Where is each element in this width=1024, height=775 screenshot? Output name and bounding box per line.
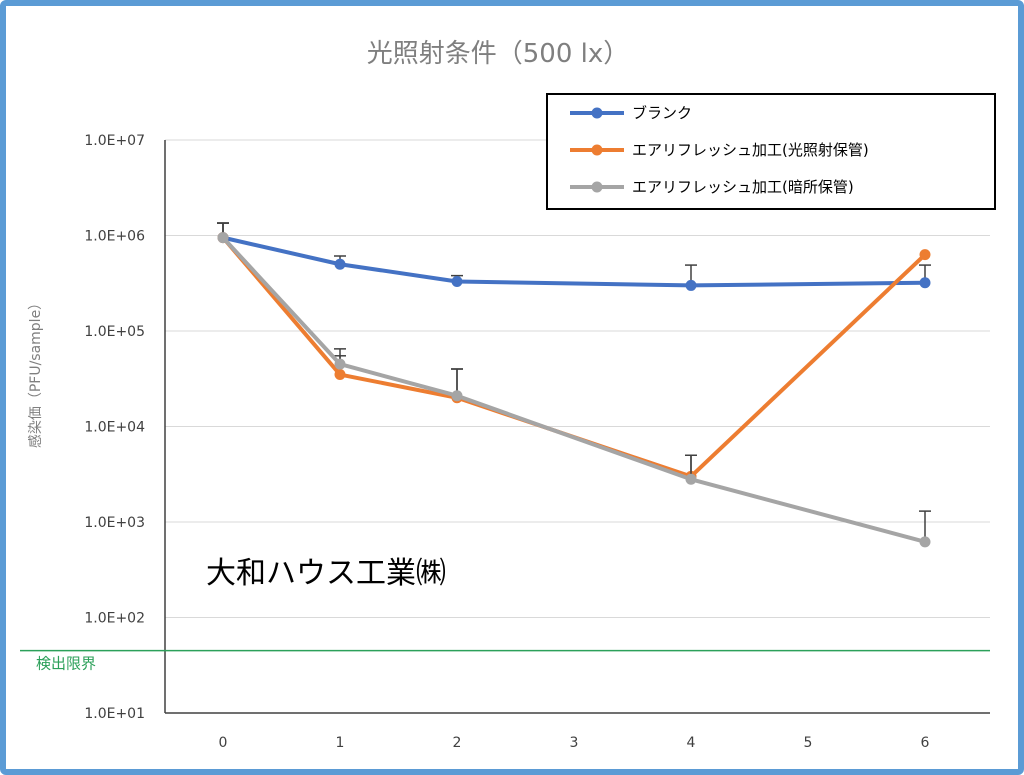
legend-entry-label: エアリフレッシュ加工(光照射保管) <box>632 141 869 159</box>
data-point <box>334 369 346 381</box>
gridlines <box>165 139 990 618</box>
data-point <box>451 275 463 287</box>
x-tick-label: 5 <box>804 735 813 751</box>
y-tick-label: 1.0E+05 <box>84 324 145 340</box>
y-tick-label: 1.0E+04 <box>84 420 145 436</box>
legend-entry-label: ブランク <box>632 104 692 122</box>
legend-swatch-marker <box>591 107 603 119</box>
x-tick-label: 4 <box>687 735 696 751</box>
series-line <box>221 236 927 479</box>
data-point <box>685 473 697 485</box>
detection-limit: 検出限界 <box>20 649 990 673</box>
x-tick-label: 1 <box>336 735 345 751</box>
y-axis-label: 感染価（PFU/sample） <box>27 296 44 448</box>
axes <box>164 140 990 714</box>
x-tick-labels: 0 1 2 3 4 5 6 <box>219 735 930 751</box>
data-point <box>334 358 346 370</box>
x-tick-label: 6 <box>921 735 930 751</box>
legend-entry-label: エアリフレッシュ加工(暗所保管) <box>632 178 854 196</box>
x-tick-label: 0 <box>219 735 228 751</box>
y-tick-label: 1.0E+07 <box>84 133 145 149</box>
data-point <box>217 232 229 244</box>
legend-swatch-marker <box>591 181 603 193</box>
series-line <box>222 235 926 288</box>
company-annotation: 大和ハウス工業㈱ <box>206 556 446 591</box>
chart-title: 光照射条件（500 lx） <box>367 39 630 69</box>
data-point <box>685 279 697 291</box>
series-1 <box>217 222 931 291</box>
data-point <box>919 249 931 261</box>
y-tick-label: 1.0E+02 <box>84 611 145 627</box>
legend-swatch-marker <box>591 144 603 156</box>
detection-limit-label: 検出限界 <box>36 655 96 673</box>
y-tick-label: 1.0E+06 <box>84 229 145 245</box>
x-tick-label: 3 <box>570 735 579 751</box>
series-layer <box>217 222 931 548</box>
data-point <box>919 277 931 289</box>
data-point <box>334 258 346 270</box>
y-tick-label: 1.0E+03 <box>84 515 145 531</box>
x-tick-label: 2 <box>453 735 462 751</box>
series-3 <box>217 222 931 548</box>
data-point <box>451 390 463 402</box>
y-tick-labels: 1.0E+01 1.0E+02 1.0E+03 1.0E+04 1.0E+05 1.0E+… <box>84 133 145 722</box>
data-point <box>919 536 931 548</box>
y-tick-label: 1.0E+01 <box>84 706 145 722</box>
